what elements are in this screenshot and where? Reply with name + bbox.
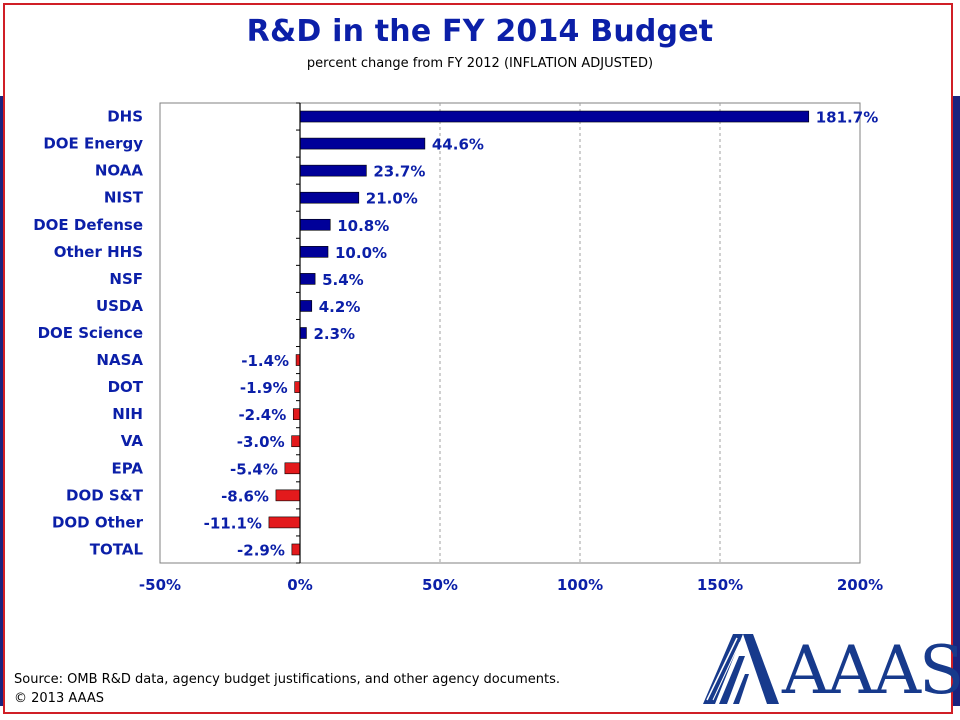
bar — [291, 543, 301, 556]
source-text: Source: OMB R&D data, agency budget just… — [14, 672, 561, 687]
value-labels: 181.7% 44.6% 23.7% 21.0% 10.8% 10.0% 5.4% 4.2% 2… — [204, 109, 879, 560]
category-label: DOD Other — [52, 513, 144, 531]
grid-lines — [439, 103, 721, 563]
value-label: -8.6% — [221, 487, 269, 505]
category-label: DOE Defense — [33, 216, 143, 234]
category-label: DHS — [107, 108, 143, 126]
bar — [299, 273, 316, 285]
category-label: NASA — [96, 351, 143, 369]
bar-chart: DHS DOE Energy NOAA NIST DOE Defense Other HH… — [33, 102, 883, 594]
bar — [294, 381, 301, 393]
category-label: VA — [121, 432, 144, 450]
category-label: EPA — [112, 459, 144, 477]
logo-text: AAAS — [782, 632, 960, 709]
value-label: 44.6% — [432, 136, 484, 154]
bar — [291, 435, 301, 448]
bar — [299, 137, 426, 150]
value-label: 4.2% — [319, 298, 361, 316]
category-label: USDA — [96, 297, 143, 315]
x-tick-label: 200% — [837, 576, 883, 594]
bar — [299, 246, 329, 258]
bar — [268, 516, 301, 529]
bar — [299, 300, 313, 312]
category-label: NIST — [104, 189, 144, 207]
category-label: DOD S&T — [66, 486, 144, 504]
x-tick-label: 0% — [287, 576, 312, 594]
copyright-text: © 2013 AAAS — [14, 691, 105, 706]
value-label: -2.9% — [237, 541, 285, 559]
category-label: NIH — [112, 405, 143, 423]
bar — [299, 191, 360, 204]
x-tick-label: -50% — [139, 576, 181, 594]
chart-subtitle: percent change from FY 2012 (INFLATION A… — [306, 56, 654, 71]
value-label: -1.4% — [241, 352, 289, 370]
category-label: TOTAL — [90, 540, 144, 558]
value-label: 2.3% — [313, 325, 355, 343]
category-label: NSF — [109, 270, 143, 288]
tick-labels: -50% 0% 50% 100% 150% 200% — [139, 576, 883, 594]
value-label: 21.0% — [366, 190, 418, 208]
bar — [299, 110, 810, 123]
aaas-logo-icon — [703, 634, 779, 704]
category-labels: DHS DOE Energy NOAA NIST DOE Defense Other HH… — [33, 108, 144, 559]
x-tick-label: 150% — [697, 576, 743, 594]
plot-area — [159, 102, 861, 564]
value-label: -1.9% — [240, 379, 288, 397]
value-label: 181.7% — [816, 109, 878, 127]
x-tick-label: 50% — [422, 576, 458, 594]
value-label: 5.4% — [322, 271, 364, 289]
value-label: -5.4% — [230, 460, 278, 478]
category-label: DOT — [108, 378, 144, 396]
bars — [268, 110, 810, 556]
value-label: 10.8% — [337, 217, 389, 235]
value-label: 10.0% — [335, 244, 387, 262]
bar — [299, 164, 367, 177]
x-tick-label: 100% — [557, 576, 603, 594]
category-label: DOE Science — [38, 324, 143, 342]
bar — [292, 408, 301, 420]
bar — [299, 218, 331, 231]
category-label: NOAA — [95, 162, 144, 180]
category-label: Other HHS — [54, 243, 143, 261]
chart-title: R&D in the FY 2014 Budget — [246, 14, 714, 49]
value-label: -11.1% — [204, 514, 262, 532]
value-label: -2.4% — [238, 406, 286, 424]
bar — [284, 462, 301, 475]
bar — [275, 489, 301, 502]
zero-axis — [296, 102, 301, 564]
value-label: -3.0% — [237, 433, 285, 451]
value-label: 23.7% — [373, 163, 425, 181]
category-label: DOE Energy — [43, 135, 143, 153]
source-note: Source: OMB R&D data, agency budget just… — [14, 670, 560, 708]
bar — [299, 327, 307, 339]
right-band — [952, 96, 960, 706]
